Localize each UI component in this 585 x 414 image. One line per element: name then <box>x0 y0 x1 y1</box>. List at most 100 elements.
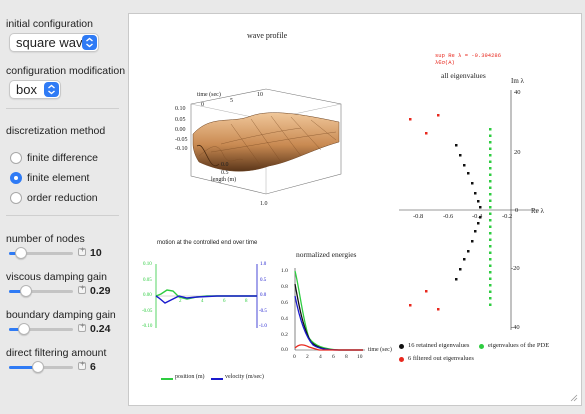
energy-y-tick: 0.0 <box>281 347 288 353</box>
pde-eigenvalue-point <box>489 284 492 287</box>
time-tick: 10 <box>257 92 263 98</box>
slider-thumb[interactable] <box>32 361 44 373</box>
filtered-eigenvalue-point <box>437 308 440 311</box>
motion-title: motion at the controlled end over time <box>157 240 258 246</box>
pde-eigenvalue-point <box>489 186 492 189</box>
pde-eigenvalue-point <box>489 245 492 248</box>
pde-eigenvalue-point <box>489 134 492 137</box>
wave-surface-plot <box>190 88 342 195</box>
eig-x-tick: -0.6 <box>443 213 454 220</box>
legend-dot-red <box>399 357 404 362</box>
energy-y-tick: 0.4 <box>281 316 288 322</box>
pde-eigenvalue-point <box>489 199 492 202</box>
slider-thumb[interactable] <box>15 247 27 259</box>
energy-x-tick: 0 <box>293 354 296 360</box>
resize-grip-icon[interactable] <box>568 392 578 402</box>
pde-eigenvalue-point <box>489 180 492 183</box>
pde-eigenvalue-point <box>489 225 492 228</box>
z-tick: -0.05 <box>175 137 188 143</box>
config-mod-select[interactable]: box <box>9 80 61 99</box>
filtering-slider[interactable] <box>9 361 73 373</box>
motion-left-tick: 0.05 <box>143 278 152 283</box>
energies-plot <box>294 268 365 351</box>
motion-plot <box>155 264 258 328</box>
motion-right-tick: 0.0 <box>260 293 267 298</box>
initial-config-select[interactable]: square wav <box>9 33 99 52</box>
radio-finite-difference[interactable] <box>10 152 22 164</box>
pde-eigenvalue-point <box>489 147 492 150</box>
legend-position-swatch <box>161 378 173 380</box>
motion-right-tick: 1.0 <box>260 262 267 267</box>
motion-right-tick: -0.5 <box>259 309 267 314</box>
plus-icon[interactable] <box>78 245 86 256</box>
eig-x-tick: -0.4 <box>472 213 483 220</box>
energy-red <box>294 344 363 351</box>
pde-eigenvalue-point <box>489 271 492 274</box>
pde-eigenvalue-point <box>489 212 492 215</box>
radio-finite-element[interactable] <box>10 172 22 184</box>
legend-dot-green <box>479 344 484 349</box>
pde-eigenvalue-point <box>489 154 492 157</box>
energy-x-tick: 10 <box>357 354 363 360</box>
viscous-damping-slider[interactable] <box>9 285 73 297</box>
retained-eigenvalue-point <box>477 222 480 225</box>
length-tick: 1.0 <box>260 201 268 207</box>
z-tick: 0.10 <box>175 106 186 112</box>
eig-y-tick: -40 <box>511 324 520 331</box>
plus-icon[interactable] <box>78 321 86 332</box>
filtered-eigenvalue-point <box>437 114 440 117</box>
motion-left-tick: 0.10 <box>143 262 152 267</box>
nodes-value: 10 <box>90 247 102 259</box>
surface-fold <box>196 145 220 167</box>
config-mod-value: box <box>16 82 37 97</box>
pde-eigenvalue-point <box>489 141 492 144</box>
nodes-slider[interactable] <box>9 247 73 259</box>
viscous-value: 0.29 <box>90 285 111 297</box>
plus-icon[interactable] <box>78 359 86 370</box>
radio-label-order-reduction[interactable]: order reduction <box>27 192 98 204</box>
retained-eigenvalue-point <box>471 182 474 185</box>
slider-thumb[interactable] <box>18 323 30 335</box>
radio-label-finite-element[interactable]: finite element <box>27 172 90 184</box>
energy-x-tick: 6 <box>332 354 335 360</box>
z-tick: 0.00 <box>175 127 186 133</box>
slider-thumb[interactable] <box>20 285 32 297</box>
legend-position: position (m) <box>175 374 205 380</box>
eig-x-tick: -0.2 <box>502 213 513 220</box>
eigenvalue-plot <box>399 90 539 330</box>
pde-eigenvalue-point <box>489 232 492 235</box>
pde-eigenvalue-point <box>489 128 492 131</box>
energy-x-tick: 4 <box>319 354 322 360</box>
boundary-value: 0.24 <box>90 323 111 335</box>
pde-eigenvalue-point <box>489 193 492 196</box>
energy-y-tick: 0.2 <box>281 332 288 338</box>
retained-eigenvalue-point <box>477 200 480 203</box>
discretization-label: discretization method <box>6 125 106 137</box>
retained-eigenvalue-point <box>463 258 466 261</box>
retained-eigenvalue-point <box>474 192 477 195</box>
eig-y-tick: 0 <box>515 207 519 214</box>
retained-eigenvalue-point <box>467 172 470 175</box>
pde-eigenvalue-point <box>489 277 492 280</box>
divider <box>6 215 119 216</box>
motion-x-tick: 8 <box>245 299 248 304</box>
time-tick: 0 <box>201 102 204 108</box>
filtered-eigenvalue-point <box>425 132 428 135</box>
energy-y-tick: 1.0 <box>281 268 288 274</box>
radio-order-reduction[interactable] <box>10 192 22 204</box>
slider-label-viscous: viscous damping gain <box>6 271 107 283</box>
retained-eigenvalue-point <box>459 154 462 157</box>
chevron-updown-icon <box>82 35 97 50</box>
pde-eigenvalue-point <box>489 297 492 300</box>
eig-y-tick: -20 <box>511 265 520 272</box>
boundary-damping-slider[interactable] <box>9 323 73 335</box>
motion-right-tick: 0.5 <box>260 278 267 283</box>
motion-x-tick: 2 <box>179 299 182 304</box>
retained-eigenvalue-point <box>474 230 477 233</box>
pde-eigenvalue-point <box>489 206 492 209</box>
position-line <box>155 289 257 300</box>
plus-icon[interactable] <box>78 283 86 294</box>
pde-eigenvalue-point <box>489 264 492 267</box>
radio-label-finite-difference[interactable]: finite difference <box>27 152 99 164</box>
energy-x-tick: 8 <box>345 354 348 360</box>
